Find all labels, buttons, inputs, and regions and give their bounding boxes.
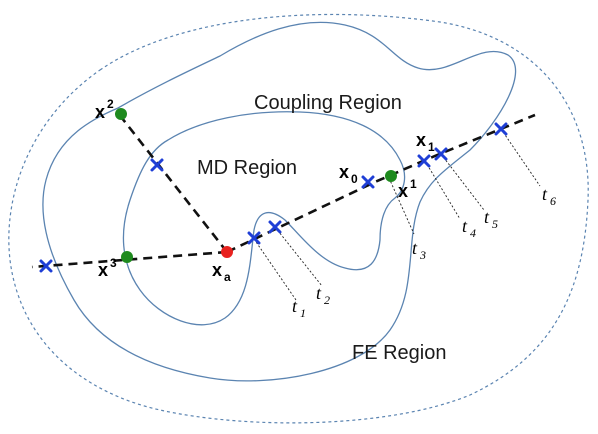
md-region-boundary [122,111,406,326]
cross-marker [417,154,431,168]
label-t1: t 1 [292,296,306,320]
svg-text:t: t [462,216,468,236]
svg-text:t: t [292,296,298,316]
svg-text:x: x [416,130,426,150]
svg-text:t: t [412,238,418,258]
svg-text:t: t [316,283,322,303]
cross-marker [39,259,53,273]
intersection-crosses [39,122,508,273]
svg-text:t: t [542,184,548,204]
svg-text:t: t [484,207,490,227]
svg-text:1: 1 [428,140,435,154]
cross-marker [268,220,282,234]
svg-text:1: 1 [410,177,417,191]
label-x2: x 2 [95,97,114,122]
label-t5: t 5 [484,207,498,231]
leader-lines [253,128,541,301]
svg-text:x: x [98,260,108,280]
svg-text:4: 4 [470,226,476,240]
label-x1-sup: x 1 [398,177,417,201]
leader-t4 [424,160,461,220]
point-x1-sup [385,170,397,182]
cross-marker [494,122,508,136]
coupling-region-boundary [42,21,517,382]
label-t3: t 3 [412,238,426,262]
point-x2 [115,108,127,120]
svg-text:5: 5 [492,217,498,231]
svg-text:x: x [95,102,105,122]
svg-text:a: a [224,270,231,284]
svg-text:3: 3 [110,256,117,270]
svg-text:2: 2 [107,97,114,111]
ray-to-x2 [116,112,229,253]
coupling-region-label: Coupling Region [254,92,402,114]
leader-t6 [500,128,541,187]
point-xa [221,246,233,258]
label-x3: x 3 [98,256,117,280]
md-region-label: MD Region [197,157,297,179]
cross-marker [361,175,375,189]
svg-text:0: 0 [351,172,358,186]
leader-t2 [274,226,323,287]
label-xa: x a [212,260,231,284]
svg-text:1: 1 [300,306,306,320]
ray-to-x1 [226,113,536,254]
cross-marker [150,158,164,172]
leader-t1 [253,238,297,301]
label-x1-sub: x 1 [416,130,435,154]
svg-text:x: x [212,260,222,280]
label-t6: t 6 [542,184,556,208]
label-x0: x 0 [339,162,358,186]
fe-domain-boundary [8,13,589,424]
svg-text:3: 3 [419,248,426,262]
cross-marker [434,147,448,161]
svg-text:x: x [339,162,349,182]
cross-marker [247,231,261,245]
leader-t5 [440,153,485,211]
rays [31,112,536,269]
label-t4: t 4 [462,216,476,240]
svg-text:6: 6 [550,194,556,208]
svg-text:2: 2 [324,293,330,307]
svg-text:x: x [398,181,408,201]
point-x3 [121,251,133,263]
fe-region-label: FE Region [352,342,447,364]
label-t2: t 2 [316,283,330,307]
